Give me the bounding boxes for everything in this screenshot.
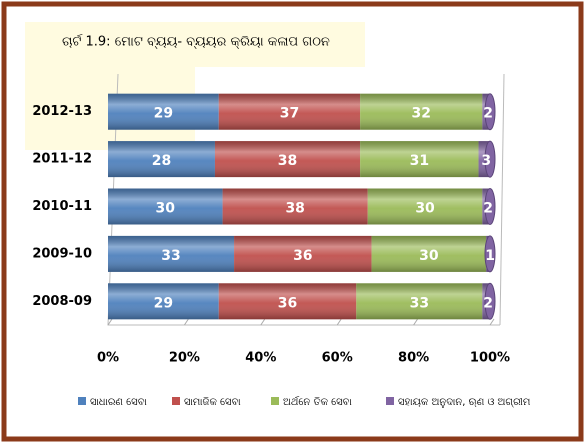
bar-cap bbox=[484, 235, 496, 273]
value-label: 3 bbox=[481, 153, 491, 169]
legend-label: ସାମାଜିକ ସେବା bbox=[184, 397, 241, 408]
bar-shine bbox=[356, 283, 483, 320]
value-label: 36 bbox=[278, 295, 297, 311]
bar-shine bbox=[218, 283, 357, 320]
x-tick-label: 20% bbox=[169, 351, 200, 366]
x-tick bbox=[489, 318, 495, 326]
legend-label: ସହାୟକ ଅନୁଦାନ, ଋଣ ଓ ଅଗ୍ରୀମ bbox=[398, 397, 531, 408]
bar-shine bbox=[360, 141, 479, 178]
y-tick-label: 2008-09 bbox=[32, 294, 92, 309]
legend-label: ସାଧାରଣ ସେବା bbox=[90, 397, 147, 408]
bar-shine bbox=[108, 283, 219, 320]
bar-cap bbox=[484, 188, 496, 225]
bar-shine bbox=[108, 93, 219, 130]
bar-shine bbox=[218, 93, 361, 130]
x-tick-label: 0% bbox=[97, 351, 119, 366]
x-tick bbox=[183, 318, 189, 326]
value-label: 33 bbox=[161, 248, 180, 264]
value-label: 29 bbox=[154, 106, 173, 122]
bar-shine bbox=[360, 93, 483, 130]
value-label: 2 bbox=[483, 295, 493, 311]
x-tick bbox=[107, 318, 113, 326]
bar-shine bbox=[478, 141, 490, 178]
bar-shine bbox=[108, 141, 215, 178]
value-label: 38 bbox=[278, 153, 297, 169]
legend-swatch bbox=[172, 397, 180, 405]
bar-shine bbox=[214, 141, 361, 178]
legend-swatch bbox=[78, 397, 86, 405]
bar-shine bbox=[222, 188, 368, 225]
y-tick-label: 2011-12 bbox=[32, 152, 92, 167]
bar-shine bbox=[367, 188, 483, 225]
x-tick bbox=[413, 318, 419, 326]
x-tick bbox=[336, 318, 342, 326]
value-label: 29 bbox=[154, 295, 173, 311]
value-label: 2 bbox=[483, 106, 493, 122]
x-tick bbox=[260, 318, 266, 326]
value-label: 28 bbox=[152, 153, 171, 169]
bar-shine bbox=[108, 235, 235, 272]
legend-swatch bbox=[271, 397, 279, 405]
value-label: 30 bbox=[156, 201, 176, 217]
legend-label: ଅର୍ଥନେ ତିକ ସେବା bbox=[283, 395, 352, 408]
value-label: 32 bbox=[411, 106, 430, 122]
bar-cap bbox=[484, 140, 496, 178]
value-label: 37 bbox=[280, 106, 299, 122]
bar-shine bbox=[371, 235, 487, 272]
x-tick-label: 80% bbox=[398, 351, 429, 366]
y-tick-label: 2010-11 bbox=[32, 199, 92, 214]
bar-shine bbox=[108, 188, 223, 225]
bar-cap bbox=[484, 93, 496, 131]
value-label: 36 bbox=[293, 248, 312, 264]
x-tick-label: 60% bbox=[322, 351, 353, 366]
value-label: 31 bbox=[410, 153, 429, 169]
y-tick-label: 2012-13 bbox=[32, 104, 92, 119]
value-label: 33 bbox=[410, 295, 429, 311]
value-label: 38 bbox=[285, 201, 304, 217]
legend-swatch bbox=[386, 397, 394, 405]
y-tick-label: 2009-10 bbox=[32, 246, 92, 261]
value-label: 1 bbox=[485, 248, 495, 264]
value-label: 30 bbox=[415, 201, 435, 217]
bar-cap bbox=[484, 282, 496, 320]
axis-wall bbox=[499, 73, 505, 326]
chart-title: ଚାର୍ଟ 1.9: ମୋଟ ବ୍ୟୟ- ବ୍ୟୟର କ୍ରିୟା କଳାପ ଗ… bbox=[62, 34, 330, 50]
title-band bbox=[25, 22, 365, 67]
bar-shine bbox=[234, 235, 372, 272]
x-tick-label: 100% bbox=[470, 351, 510, 366]
x-tick-label: 40% bbox=[245, 351, 276, 366]
value-label: 30 bbox=[419, 248, 439, 264]
value-label: 2 bbox=[483, 201, 493, 217]
